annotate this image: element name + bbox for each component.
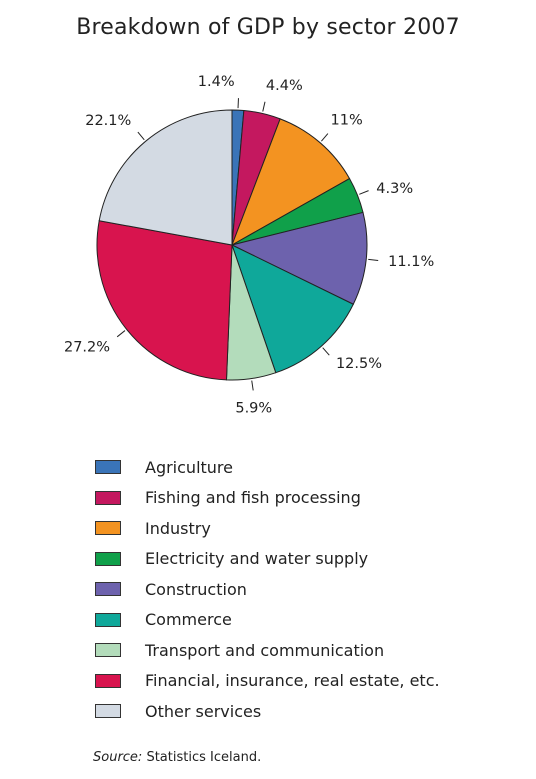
leader-line-4	[368, 258, 379, 261]
legend-item: Industry	[95, 513, 440, 544]
legend-item: Fishing and fish processing	[95, 483, 440, 514]
percent-label-4: 11.1%	[388, 254, 434, 270]
legend-swatch	[95, 582, 121, 597]
pie-slices	[96, 109, 368, 381]
source-note: Source: Statistics Iceland.	[93, 750, 261, 765]
legend-item: Commerce	[95, 605, 440, 636]
pie-slice-7	[96, 220, 233, 381]
legend-item: Construction	[95, 574, 440, 605]
percent-label-2: 11%	[331, 113, 363, 129]
legend-swatch	[95, 673, 121, 688]
percent-label-5: 12.5%	[336, 356, 382, 372]
legend-swatch	[95, 490, 121, 505]
legend-item: Other services	[95, 696, 440, 727]
percent-label-3: 4.3%	[376, 181, 413, 197]
pie-slice-2	[231, 118, 351, 247]
legend-label: Agriculture	[145, 457, 233, 477]
legend-swatch	[95, 704, 121, 719]
leader-line-6	[251, 380, 254, 391]
percent-label-1: 4.4%	[266, 78, 303, 94]
legend-label: Construction	[145, 579, 247, 599]
leader-line-3	[359, 190, 369, 195]
legend-label: Fishing and fish processing	[145, 488, 361, 508]
percent-label-7: 27.2%	[64, 339, 110, 355]
legend: Agriculture Fishing and fish processing In…	[95, 452, 440, 727]
legend-item: Agriculture	[95, 452, 440, 483]
pie-slice-5	[231, 244, 354, 374]
pie-leader-lines	[116, 98, 379, 391]
legend-label: Transport and communication	[145, 640, 385, 660]
percent-label-8: 22.1%	[85, 113, 131, 129]
source-prefix: Source:	[93, 750, 143, 765]
legend-item: Transport and communication	[95, 635, 440, 666]
legend-label: Electricity and water supply	[145, 549, 369, 569]
pie-slice-8	[98, 109, 233, 246]
percent-label-6: 5.9%	[235, 400, 272, 416]
legend-swatch	[95, 643, 121, 658]
legend-label: Commerce	[145, 610, 232, 630]
legend-label: Industry	[145, 518, 211, 538]
pie-percent-labels: 1.4% 4.4% 11% 4.3% 11.1% 12.5% 5.9% 27.2% 22.1%	[64, 74, 434, 416]
legend-item: Electricity and water supply	[95, 544, 440, 575]
leader-line-7	[116, 330, 126, 338]
legend-label: Financial, insurance, real estate, etc.	[145, 671, 440, 691]
percent-label-0: 1.4%	[198, 74, 235, 90]
legend-swatch	[95, 612, 121, 627]
legend-swatch	[95, 551, 121, 566]
chart-title: Breakdown of GDP by sector 2007	[76, 15, 460, 40]
leader-line-2	[320, 133, 329, 142]
legend-swatch	[95, 460, 121, 475]
legend-label: Other services	[145, 701, 262, 721]
leader-line-1	[262, 101, 266, 112]
legend-item: Financial, insurance, real estate, etc.	[95, 666, 440, 697]
pie-chart: 1.4% 4.4% 11% 4.3% 11.1% 12.5% 5.9% 27.2% 22.1%	[64, 74, 434, 416]
legend-swatch	[95, 521, 121, 536]
source-text: Statistics Iceland.	[142, 750, 262, 765]
leader-line-8	[137, 131, 145, 141]
pie-slice-4	[230, 211, 368, 305]
leader-line-5	[322, 347, 330, 356]
